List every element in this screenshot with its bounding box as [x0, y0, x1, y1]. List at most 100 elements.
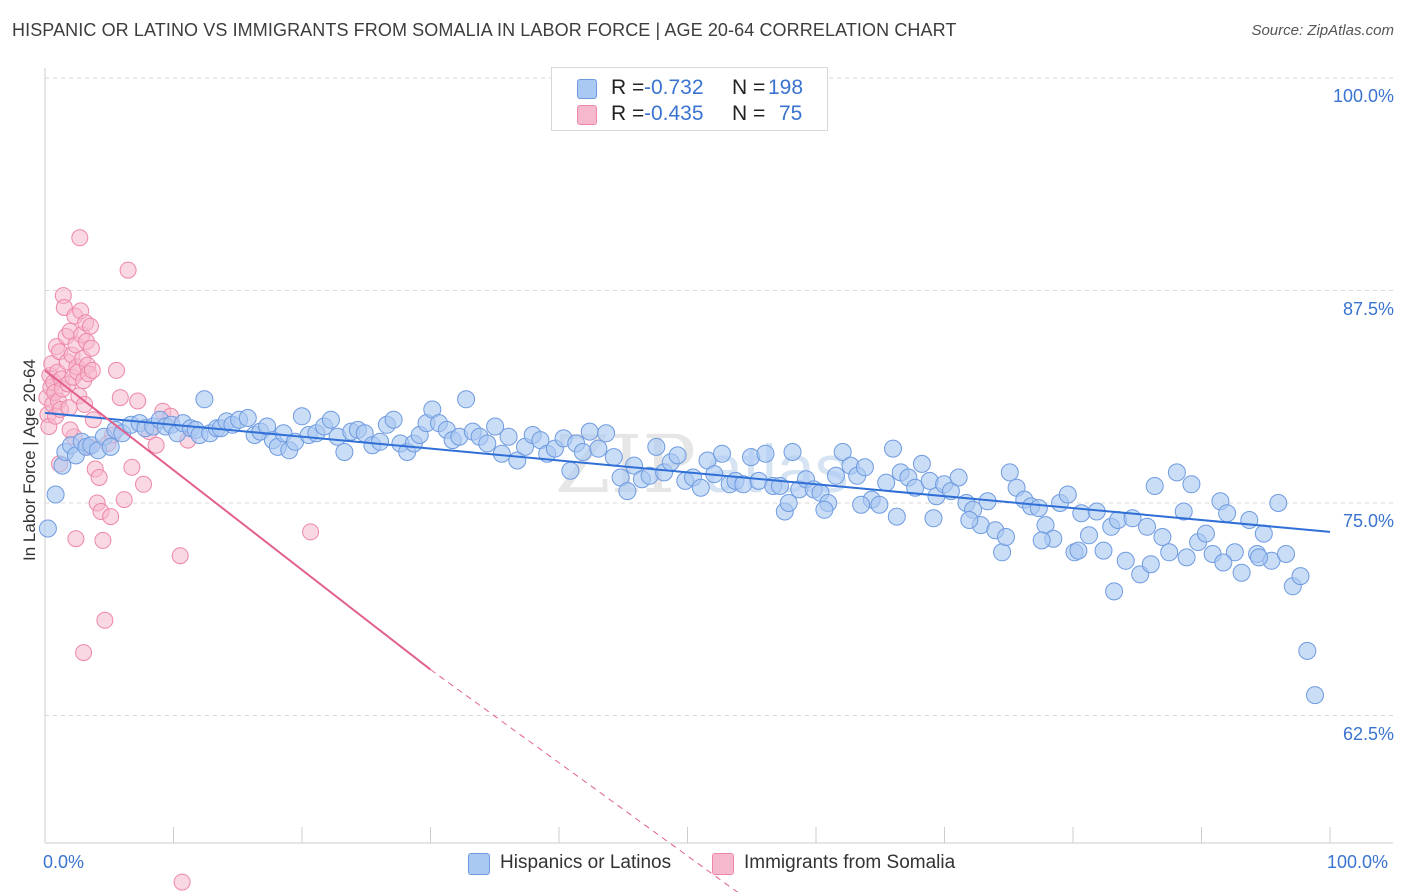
blue-point — [625, 456, 644, 475]
blue-point — [604, 448, 623, 467]
blue-point — [884, 439, 902, 458]
blue-point — [877, 473, 896, 492]
blue-point — [573, 443, 592, 461]
r-label: R = — [611, 102, 645, 125]
blue-point — [1141, 555, 1160, 574]
n-value-pink: 75 — [779, 102, 803, 125]
blue-point — [1196, 524, 1215, 543]
n-label: N = — [732, 102, 766, 125]
y-tick-label-3: 62.5% — [1342, 723, 1394, 744]
blue-point — [384, 410, 403, 429]
pink-point — [84, 411, 102, 429]
pink-point — [119, 261, 137, 279]
blue-point — [1232, 563, 1251, 582]
blue-trend-line — [44, 411, 1331, 533]
x-tick-max: 100.0% — [1327, 852, 1389, 872]
legend-swatch-blue — [468, 853, 490, 875]
blue-point — [691, 478, 710, 497]
y-axis-title: In Labor Force | Age 20-64 — [20, 359, 39, 561]
blue-point — [335, 443, 354, 461]
x-tick-min: 0.0% — [43, 852, 85, 872]
blue-point — [1182, 475, 1201, 494]
chart-title: HISPANIC OR LATINO VS IMMIGRANTS FROM SO… — [12, 20, 957, 40]
blue-point — [852, 495, 871, 514]
axes — [44, 68, 1393, 844]
blue-point — [1116, 551, 1135, 570]
blue-point — [486, 417, 505, 436]
blue-point — [1080, 526, 1098, 545]
blue-point — [870, 495, 889, 514]
pink-point — [123, 458, 141, 476]
blue-point — [1105, 582, 1124, 601]
pink-trend-line — [44, 369, 432, 671]
grid-lines — [45, 77, 1393, 716]
pink-series-points — [38, 229, 320, 891]
blue-point — [1058, 485, 1077, 504]
pink-point — [129, 392, 147, 410]
blue-point — [1029, 499, 1048, 518]
blue-point — [1306, 686, 1324, 705]
pink-point — [171, 547, 189, 565]
blue-point — [597, 424, 616, 443]
blue-point — [1214, 553, 1233, 572]
blue-point — [941, 482, 960, 501]
blue-point — [292, 407, 311, 426]
pink-point — [82, 339, 100, 357]
pink-point — [111, 389, 129, 407]
blue-point — [1167, 463, 1186, 482]
blue-point — [195, 390, 214, 409]
blue-point — [457, 390, 476, 409]
pink-point — [81, 317, 99, 335]
pink-point — [173, 873, 191, 891]
blue-point — [1225, 543, 1244, 562]
blue-point — [1069, 541, 1088, 560]
pink-trend-extension — [430, 669, 739, 892]
pink-point — [83, 361, 101, 379]
blue-point — [713, 444, 731, 463]
blue-point — [949, 468, 968, 487]
blue-point — [1174, 502, 1193, 521]
trend-lines — [44, 369, 1331, 892]
blue-point — [1138, 517, 1156, 536]
blue-point — [618, 482, 637, 501]
blue-point — [478, 434, 497, 453]
stats-legend: R = -0.732 N = 198 R = -0.435 N = 75 — [551, 67, 828, 131]
blue-point — [960, 511, 979, 529]
blue-point — [924, 509, 943, 528]
blue-point — [238, 409, 257, 427]
pink-point — [76, 395, 94, 413]
pink-point — [135, 475, 152, 493]
stats-row-pink: R = -0.435 N = 75 — [552, 102, 827, 128]
blue-point — [1145, 477, 1164, 495]
blue-point — [1269, 494, 1288, 512]
y-tick-label-1: 87.5% — [1342, 298, 1394, 319]
y-tick-label-2: 75.0% — [1342, 511, 1394, 531]
n-label: N = — [732, 76, 766, 99]
blue-point — [1153, 528, 1172, 546]
pink-swatch — [577, 105, 597, 125]
pink-point — [67, 530, 85, 548]
blue-point — [855, 458, 874, 477]
blue-point — [371, 432, 390, 451]
chart-source: Source: ZipAtlas.com — [1251, 22, 1394, 39]
pink-point — [147, 436, 165, 454]
pink-point — [102, 508, 120, 526]
pink-point — [96, 611, 114, 629]
pink-point — [71, 229, 89, 247]
blue-point — [321, 410, 340, 429]
r-value-pink: -0.435 — [644, 102, 704, 125]
blue-point — [906, 478, 925, 497]
stats-row-blue: R = -0.732 N = 198 — [552, 76, 827, 102]
legend-label-somalia: Immigrants from Somalia — [744, 852, 956, 873]
blue-point — [783, 443, 802, 461]
pink-point — [108, 361, 125, 379]
blue-point — [1094, 541, 1113, 560]
pink-point — [115, 491, 133, 509]
blue-point — [779, 494, 798, 512]
pink-point — [75, 644, 93, 662]
pink-point — [94, 531, 112, 549]
blue-point — [1218, 504, 1237, 523]
r-value-blue: -0.732 — [644, 76, 704, 99]
blue-point — [1277, 545, 1295, 563]
